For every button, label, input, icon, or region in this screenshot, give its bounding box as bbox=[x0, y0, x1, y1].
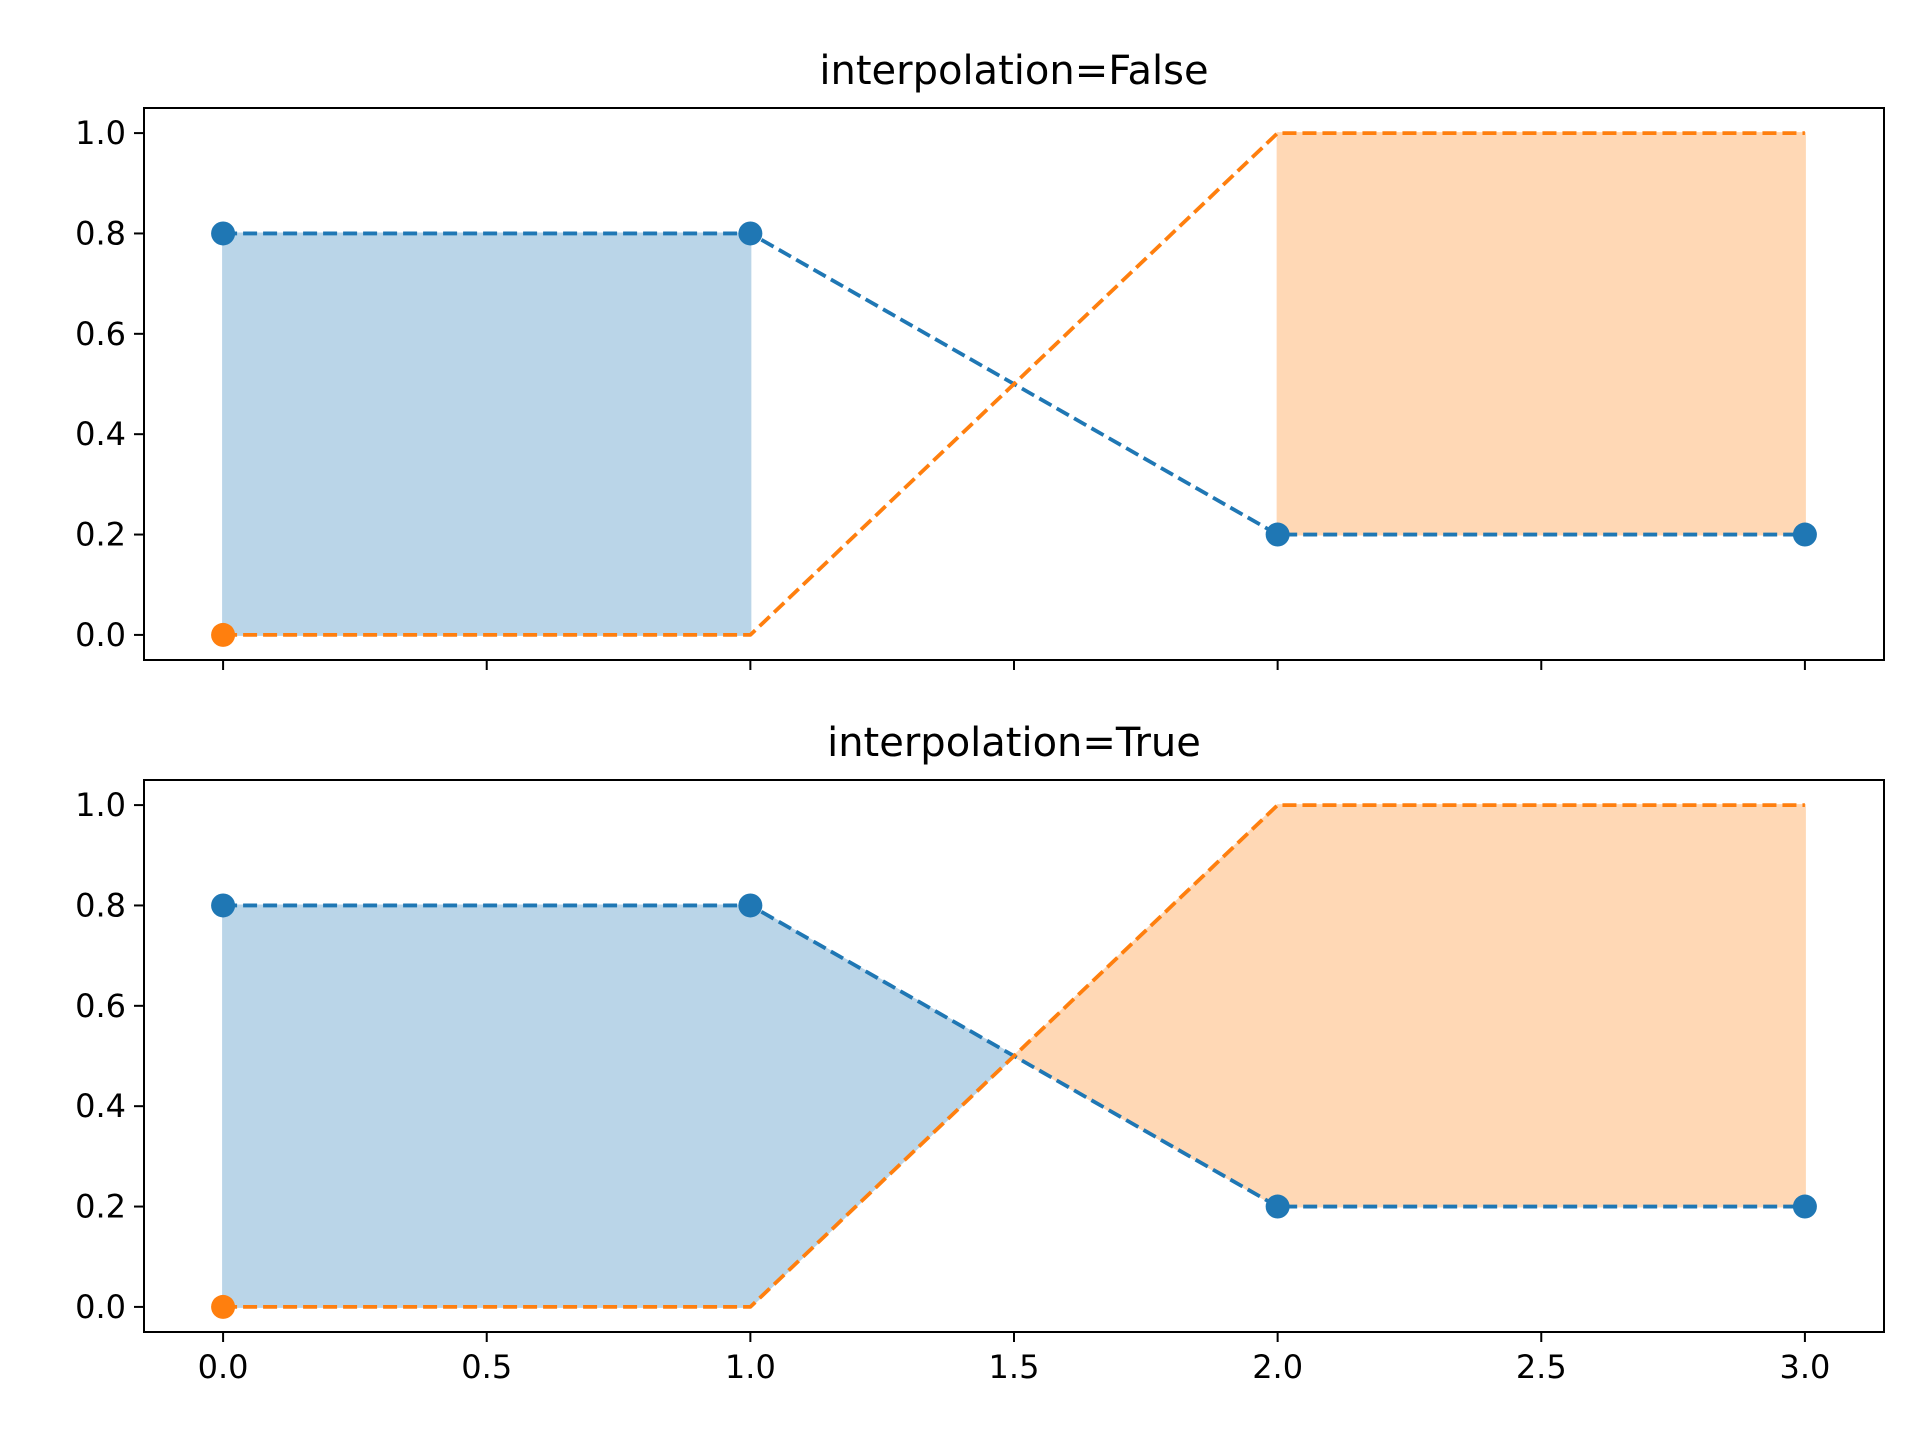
subplot-top: 0.0 0.2 0.4 0.6 0.8 1.0 interpolation=False bbox=[75, 48, 1885, 670]
series-lines bbox=[223, 131, 1805, 637]
y-tick-label: 0.2 bbox=[75, 1188, 126, 1226]
series-1-point bbox=[1265, 1194, 1290, 1219]
y-tick-label: 0.0 bbox=[75, 616, 126, 654]
x-tick-label: 2.5 bbox=[1516, 1348, 1567, 1386]
y-tick-label: 0.4 bbox=[75, 415, 126, 453]
series-line-2 bbox=[223, 131, 1805, 637]
series-1-point bbox=[738, 221, 763, 246]
y-tick-label: 0.0 bbox=[75, 1288, 126, 1326]
x-tick-label: 2.0 bbox=[1252, 1348, 1303, 1386]
x-tick-label: 0.5 bbox=[461, 1348, 512, 1386]
y-tick-label: 1.0 bbox=[75, 786, 126, 824]
series-lines bbox=[223, 803, 1805, 1309]
x-tick-label: 0.0 bbox=[198, 1348, 249, 1386]
series-1-point bbox=[1792, 1194, 1817, 1219]
y-tick-label: 0.6 bbox=[75, 987, 126, 1025]
series-line-2 bbox=[223, 803, 1805, 1309]
series-markers bbox=[211, 893, 1817, 1319]
series-markers bbox=[211, 221, 1817, 647]
axis-ticks: 0.0 0.2 0.4 0.6 0.8 1.0 0.0 0.5 1.0 1.5 2.0 2.5 3.0 bbox=[75, 786, 1830, 1386]
series-1-point bbox=[1265, 522, 1290, 547]
y-tick-label: 0.2 bbox=[75, 516, 126, 554]
series-1-point bbox=[738, 893, 763, 918]
fill-areas bbox=[222, 804, 1806, 1308]
fill-area-series-1-above bbox=[222, 232, 752, 636]
y-tick-label: 0.8 bbox=[75, 214, 126, 252]
series-1-point bbox=[211, 893, 236, 918]
y-tick-label: 0.6 bbox=[75, 315, 126, 353]
series-1-point bbox=[1792, 522, 1817, 547]
subplot-bottom: 0.00.20.40.60.81.00.0 0.5 1.0 1.5 2.0 2.5 3.0 … bbox=[75, 720, 1885, 1386]
y-tick-label: 1.0 bbox=[75, 114, 126, 152]
chart-title: interpolation=False bbox=[819, 48, 1208, 94]
axis-ticks: 0.0 0.2 0.4 0.6 0.8 1.0 bbox=[75, 114, 1806, 670]
chart-title: interpolation=True bbox=[827, 720, 1201, 766]
series-2-point bbox=[211, 622, 236, 647]
x-tick-label: 1.0 bbox=[725, 1348, 776, 1386]
y-tick-label: 0.4 bbox=[75, 1087, 126, 1125]
series-1-point bbox=[211, 221, 236, 246]
series-2-point bbox=[211, 1294, 236, 1319]
fill-area-series-2-above bbox=[1276, 132, 1806, 536]
x-tick-label: 3.0 bbox=[1779, 1348, 1830, 1386]
y-tick-label: 0.8 bbox=[75, 886, 126, 924]
x-tick-label: 1.5 bbox=[989, 1348, 1040, 1386]
